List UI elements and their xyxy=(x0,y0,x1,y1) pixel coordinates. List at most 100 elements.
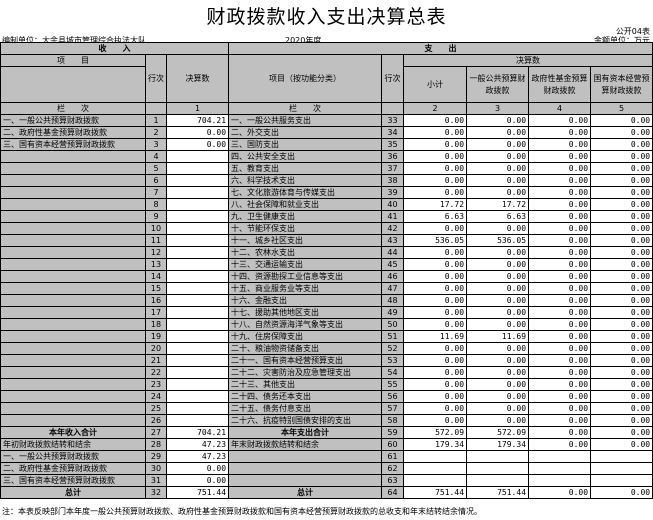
expense-value: 0.00 xyxy=(466,162,530,175)
state-capital-header: 国有资本经营预算财政拨款 xyxy=(590,66,653,103)
table-row: 本年收入合计 27 704.21 本年支出合计 59 572.09 572.09 0.00 0.… xyxy=(0,426,653,439)
row-no: 46 xyxy=(381,270,405,283)
income-item xyxy=(0,414,146,427)
expense-value: 17.72 xyxy=(466,198,530,211)
expense-value: 0.00 xyxy=(528,294,592,307)
row-no: 37 xyxy=(381,162,405,175)
expense-value: 751.44 xyxy=(466,486,530,499)
income-amount xyxy=(165,186,230,199)
expense-value: 6.63 xyxy=(403,210,468,223)
expense-value xyxy=(466,462,530,475)
income-item xyxy=(0,390,146,403)
budget-table: 收 入支 出 项 目行次 决算数 项目（按功能分类） 行次 决算数 小计 一般公共预算财政… xyxy=(0,42,653,499)
row-no: 11 xyxy=(145,234,167,247)
expense-value: 0.00 xyxy=(466,258,530,271)
expense-value: 0.00 xyxy=(403,294,468,307)
row-no: 23 xyxy=(145,378,167,391)
expense-value: 0.00 xyxy=(528,342,592,355)
expense-value: 0.00 xyxy=(590,306,653,319)
row-no: 41 xyxy=(381,210,405,223)
expense-value: 0.00 xyxy=(528,186,592,199)
income-item xyxy=(0,378,146,391)
expense-value: 0.00 xyxy=(590,294,653,307)
col-number: 1 xyxy=(165,102,230,115)
form-code: 公开04表 xyxy=(615,27,650,36)
expense-item: 九、卫生健康支出 xyxy=(228,210,383,223)
row-no: 7 xyxy=(145,186,167,199)
income-item: 年初财政拨款结转和结余 xyxy=(0,438,146,451)
row-no: 24 xyxy=(145,390,167,403)
expense-item: 十五、商业服务业等支出 xyxy=(228,282,383,295)
row-no: 54 xyxy=(381,366,405,379)
row-no: 51 xyxy=(381,330,405,343)
table-row: 17 十七、援助其他地区支出 49 0.00 0.00 0.00 0.00 xyxy=(0,306,653,319)
expense-item: 十、节能环保支出 xyxy=(228,222,383,235)
row-no: 45 xyxy=(381,258,405,271)
row-no: 10 xyxy=(145,222,167,235)
income-item: 二、政府性基金预算财政拨款 xyxy=(0,462,146,475)
expense-item: 十九、住房保障支出 xyxy=(228,330,383,343)
income-item xyxy=(0,354,146,367)
expense-value: 0.00 xyxy=(528,210,592,223)
table-row: 26 二十六、抗疫特别国债安排的支出 58 0.00 0.00 0.00 0.00 xyxy=(0,414,653,427)
expense-value: 0.00 xyxy=(590,486,653,499)
expense-value: 0.00 xyxy=(590,174,653,187)
expense-value: 0.00 xyxy=(403,186,468,199)
income-item xyxy=(0,150,146,163)
table-row: 14 十四、资源勘探工业信息等支出 46 0.00 0.00 0.00 0.00 xyxy=(0,270,653,283)
expense-value: 0.00 xyxy=(403,222,468,235)
expense-value: 17.72 xyxy=(403,198,468,211)
expense-value: 0.00 xyxy=(466,126,530,139)
row-no: 21 xyxy=(145,354,167,367)
row-no: 38 xyxy=(381,174,405,187)
subtotal-header: 小计 xyxy=(403,66,468,103)
expense-value: 0.00 xyxy=(403,414,468,427)
row-no: 52 xyxy=(381,342,405,355)
income-amount: 0.00 xyxy=(165,474,230,487)
col-number: 4 xyxy=(528,102,592,115)
income-item xyxy=(0,318,146,331)
row-no: 33 xyxy=(381,114,405,127)
row-no: 63 xyxy=(381,474,405,487)
expense-value: 0.00 xyxy=(466,378,530,391)
income-amount: 0.00 xyxy=(165,462,230,475)
expense-value: 0.00 xyxy=(590,198,653,211)
expense-value: 11.69 xyxy=(466,330,530,343)
expense-item: 八、社会保障和就业支出 xyxy=(228,198,383,211)
expense-value: 0.00 xyxy=(528,246,592,259)
expense-value: 0.00 xyxy=(528,354,592,367)
expense-value: 0.00 xyxy=(590,234,653,247)
reporting-unit: 编制单位：大余县城市管理综合执法大队 xyxy=(2,36,146,45)
expense-value: 0.00 xyxy=(403,174,468,187)
expense-value: 0.00 xyxy=(528,138,592,151)
row-no: 19 xyxy=(145,330,167,343)
expense-value: 0.00 xyxy=(590,402,653,415)
expense-value: 179.34 xyxy=(466,438,530,451)
expense-item: 十三、交通运输支出 xyxy=(228,258,383,271)
expense-value: 0.00 xyxy=(528,426,592,439)
row-no: 57 xyxy=(381,402,405,415)
expense-value: 0.00 xyxy=(466,246,530,259)
table-row: 10 十、节能环保支出 42 0.00 0.00 0.00 0.00 xyxy=(0,222,653,235)
expense-item: 七、文化旅游体育与传媒支出 xyxy=(228,186,383,199)
expense-value: 0.00 xyxy=(403,162,468,175)
row-no: 40 xyxy=(381,198,405,211)
expense-value: 0.00 xyxy=(590,318,653,331)
row-no: 9 xyxy=(145,210,167,223)
expense-item: 十八、自然资源海洋气象等支出 xyxy=(228,318,383,331)
expense-value: 0.00 xyxy=(528,150,592,163)
expense-value: 0.00 xyxy=(528,366,592,379)
expense-value: 0.00 xyxy=(403,246,468,259)
expense-value: 0.00 xyxy=(590,366,653,379)
expense-value: 0.00 xyxy=(403,114,468,127)
income-item xyxy=(0,330,146,343)
expense-value: 0.00 xyxy=(403,342,468,355)
expense-value: 0.00 xyxy=(528,162,592,175)
row-no: 55 xyxy=(381,378,405,391)
expense-value: 0.00 xyxy=(528,114,592,127)
row-no: 53 xyxy=(381,354,405,367)
expense-value: 0.00 xyxy=(403,366,468,379)
income-item: 总计 xyxy=(0,486,146,499)
row-no: 4 xyxy=(145,150,167,163)
row-no: 32 xyxy=(145,486,167,499)
